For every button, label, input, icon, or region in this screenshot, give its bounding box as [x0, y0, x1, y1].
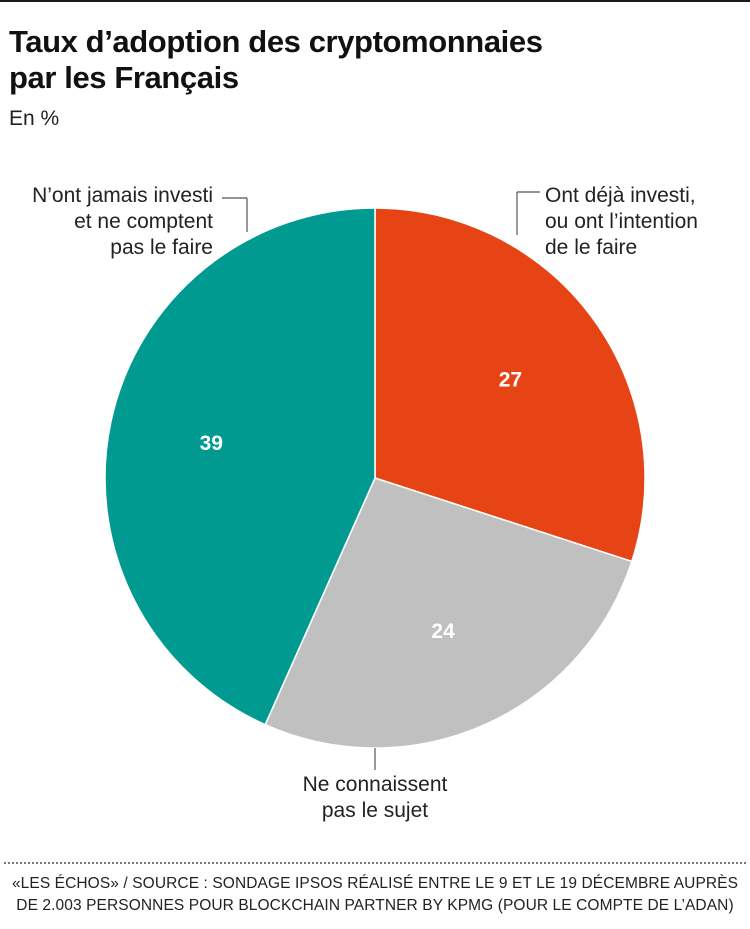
source-divider [4, 862, 746, 864]
chart-unit: En % [9, 107, 60, 130]
pie-category-label-3-line-2: et ne comptent [74, 210, 213, 233]
pie-leader-lines [222, 191, 540, 770]
pie-category-label-1-line-3: de le faire [545, 236, 637, 259]
source-note: «LES ÉCHOS» / SOURCE : SONDAGE IPSOS RÉA… [0, 873, 750, 917]
top-rule [0, 0, 750, 2]
pie-value-label-1: 27 [499, 369, 522, 392]
pie-value-label-2: 24 [431, 620, 455, 643]
pie-category-labels: Ont déjà investi, ou ont l’intention de le… [32, 184, 698, 822]
chart-title: Taux d’adoption des cryptomonnaies par l… [9, 24, 729, 96]
source-line-2: DE 2.003 PERSONNES POUR BLOCKCHAIN PARTN… [16, 897, 734, 914]
source-line-1: «LES ÉCHOS» / SOURCE : SONDAGE IPSOS RÉA… [11, 875, 739, 892]
pie-category-label-1-line-2: ou ont l’intention [545, 210, 698, 233]
pie-value-label-3: 39 [200, 432, 223, 455]
pie-slice-1 [374, 207, 646, 563]
pie-category-label-3-line-3: pas le faire [110, 236, 213, 259]
chart-title-line-1: Taux d’adoption des cryptomonnaies [9, 24, 543, 59]
pie-slices [104, 207, 646, 749]
pie-category-label-3: N’ont jamais investi et ne comptent pas le… [32, 184, 213, 259]
pie-category-label-1-line-1: Ont déjà investi, [545, 184, 696, 207]
pie-category-label-2-line-2: pas le sujet [322, 799, 428, 822]
pie-category-label-3-line-1: N’ont jamais investi [32, 184, 213, 207]
chart-title-line-2: par les Français [9, 60, 239, 95]
pie-category-label-2-line-1: Ne connaissent [303, 773, 448, 796]
pie-category-label-1: Ont déjà investi, ou ont l’intention de le… [545, 184, 698, 259]
pie-slice-2 [264, 477, 633, 749]
pie-category-label-2: Ne connaissent pas le sujet [303, 773, 448, 822]
pie-value-labels: 27 24 39 [200, 369, 523, 643]
pie-slice-3 [104, 207, 376, 726]
